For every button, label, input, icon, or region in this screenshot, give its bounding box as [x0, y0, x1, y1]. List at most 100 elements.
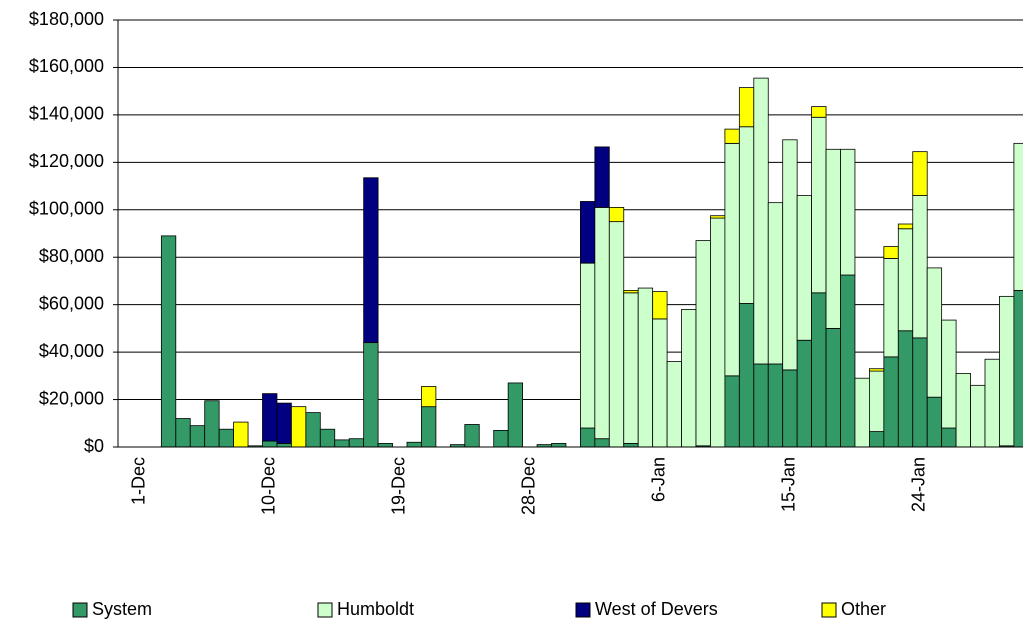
legend-label: Other [841, 599, 886, 619]
bar-segment [623, 292, 639, 444]
bar-segment [825, 148, 841, 329]
bar-segment [594, 146, 610, 208]
bar-segment [912, 337, 928, 448]
bar-segment [652, 318, 668, 448]
bar-segment [999, 295, 1015, 447]
legend-swatch [821, 602, 837, 618]
y-tick-label: $160,000 [29, 56, 104, 76]
y-tick-label: $80,000 [39, 246, 104, 266]
y-tick-label: $120,000 [29, 151, 104, 171]
x-tick-label: 10-Dec [258, 457, 278, 515]
bar-segment [710, 217, 726, 448]
y-tick-label: $20,000 [39, 388, 104, 408]
bar-segment [363, 177, 379, 344]
bar-segment [305, 412, 321, 448]
bar-segment [594, 207, 610, 440]
bar-segment [160, 235, 177, 448]
bar-segment [883, 258, 899, 358]
bar-segment [753, 363, 769, 448]
x-tick-label: 24-Jan [909, 457, 929, 512]
bar-segment [869, 431, 885, 448]
bar-segment [883, 246, 899, 259]
bar-segment [897, 228, 914, 332]
bar-segment [262, 440, 278, 448]
x-tick-label: 1-Dec [128, 457, 148, 505]
y-tick-label: $0 [84, 436, 104, 456]
bar-segment [580, 427, 596, 448]
bar-segment [811, 292, 827, 448]
y-tick-label: $140,000 [29, 104, 104, 124]
bar-segment [189, 425, 206, 448]
bar-segment [941, 427, 957, 448]
bar-segment [319, 428, 336, 448]
legend-label: System [92, 599, 152, 619]
bar-segment [421, 386, 437, 408]
legend-swatch [72, 602, 88, 618]
bar-segment [1013, 290, 1023, 448]
bar-segment [608, 207, 625, 223]
bar-segment [334, 439, 350, 448]
bar-segment [941, 319, 957, 429]
bar-segment [551, 443, 567, 448]
bar-segment [652, 291, 668, 320]
bar-segment [897, 223, 914, 230]
bar-segment [406, 441, 422, 448]
bar-segment [796, 195, 813, 341]
bar-segment [580, 201, 596, 264]
bar-segment [464, 424, 480, 448]
bar-segment [363, 342, 379, 448]
x-tick-label: 6-Jan [649, 457, 669, 502]
bar-segment [738, 126, 755, 304]
bar-segment [1013, 142, 1023, 291]
bar-segment [623, 443, 639, 448]
bar-segment [912, 151, 928, 196]
bar-segment [262, 393, 278, 442]
bar-segment [883, 356, 899, 448]
bar-segment [710, 215, 726, 219]
bar-segment [912, 195, 928, 339]
legend-label: West of Devers [595, 599, 718, 619]
bar-segment [421, 406, 437, 448]
bar-segment [681, 309, 697, 448]
y-tick-label: $180,000 [29, 9, 104, 29]
bar-segment [233, 421, 249, 448]
bar-segment [580, 262, 596, 429]
bar-segment [594, 438, 610, 448]
bar-segment [738, 303, 755, 448]
bar-segment [796, 339, 813, 448]
bar-segment [825, 327, 841, 448]
bar-segment [854, 377, 870, 448]
bar-segment [276, 443, 292, 448]
bar-segment [175, 418, 191, 448]
bar-segment [724, 128, 740, 144]
bar-segment [811, 106, 827, 118]
bar-segment [695, 240, 711, 447]
bar-segment [608, 221, 625, 448]
bar-segment [767, 363, 784, 448]
bar-segment [811, 116, 827, 294]
bar-segment [666, 361, 682, 448]
y-tick-label: $100,000 [29, 199, 104, 219]
bar-segment [782, 369, 798, 448]
bar-segment [782, 139, 798, 371]
bar-segment [738, 87, 755, 128]
bar-segment [218, 428, 234, 448]
bar-segment [926, 396, 943, 448]
bar-segment [869, 370, 885, 432]
bar-segment [290, 406, 307, 448]
bar-segment [276, 402, 292, 444]
bar-segment [840, 148, 856, 276]
bar-segment [377, 443, 393, 448]
legend-swatch [575, 602, 591, 618]
bar-segment [637, 287, 654, 448]
legend-label: Humboldt [337, 599, 414, 619]
legend-swatch [317, 602, 333, 618]
bar-segment [840, 274, 856, 448]
x-tick-label: 15-Jan [779, 457, 799, 512]
bar-segment [493, 429, 509, 448]
y-tick-label: $60,000 [39, 293, 104, 313]
x-tick-label: 28-Dec [519, 457, 539, 515]
bar-segment [926, 267, 943, 398]
bar-segment [507, 382, 523, 448]
